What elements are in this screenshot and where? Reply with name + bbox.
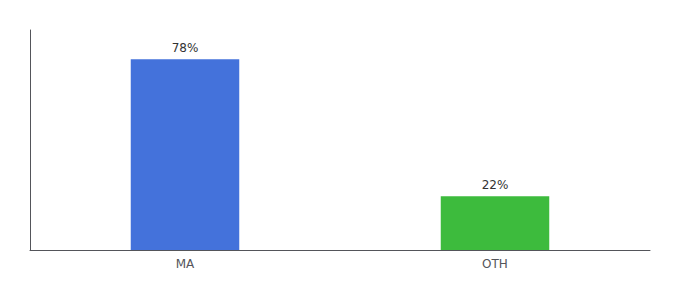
svg-text:OTH: OTH bbox=[482, 257, 508, 271]
svg-text:MA: MA bbox=[176, 257, 195, 271]
svg-text:22%: 22% bbox=[482, 178, 509, 192]
svg-text:78%: 78% bbox=[172, 41, 199, 55]
